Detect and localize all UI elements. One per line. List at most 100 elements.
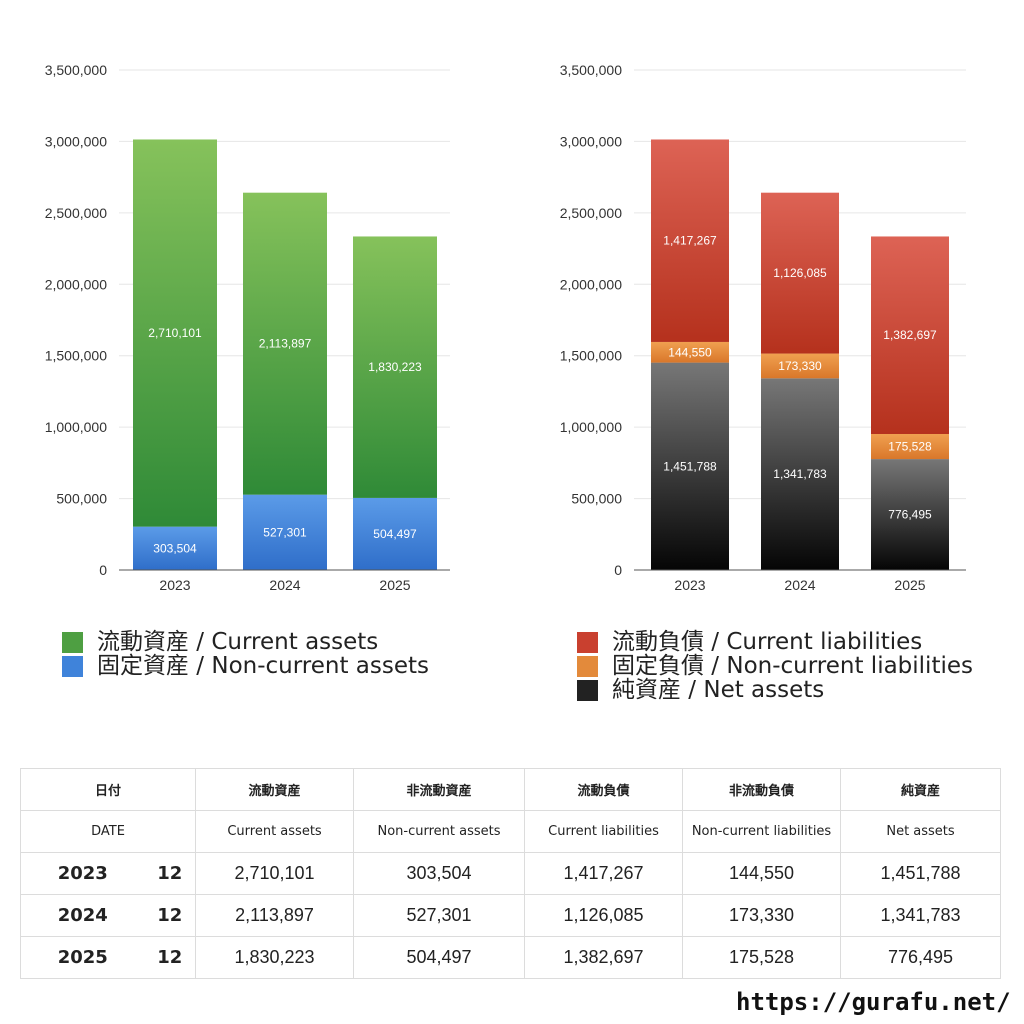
cell-non-current-assets: 527,301 [353, 894, 526, 937]
y-tick-label: 0 [99, 562, 107, 578]
table-header-row-ja: 日付 流動資産 非流動資産 流動負債 非流動負債 純資産 [19, 768, 1002, 811]
y-tick-label: 1,000,000 [560, 419, 622, 435]
cell-non-current-assets: 504,497 [353, 936, 526, 979]
cell-non-current-liabilities: 173,330 [682, 894, 842, 937]
bar-segment [243, 494, 327, 570]
data-label: 1,830,223 [368, 360, 422, 374]
table-row: 2023 12 2,710,101 303,504 1,417,267 144,… [20, 852, 1002, 895]
row-year: 2025 [20, 936, 145, 979]
header-net-assets-en: Net assets [840, 810, 1002, 853]
bar-segment [651, 341, 729, 363]
y-tick-label: 3,500,000 [560, 62, 622, 78]
data-label: 776,495 [888, 508, 932, 522]
row-year: 2023 [20, 852, 145, 895]
bar-segment [871, 459, 949, 570]
legend-swatch [577, 655, 598, 677]
charts-area: 0 500,000 1,000,000 1,500,000 2,000,000 2,500… [45, 62, 966, 593]
legend-swatch [577, 679, 598, 701]
header-non-current-assets-ja: 非流動資産 [353, 768, 526, 811]
liabilities-legend: 流動負債 / Current liabilities 固定負債 / Non-cu… [577, 630, 973, 702]
row-year: 2024 [20, 894, 145, 937]
bar-segment [761, 378, 839, 570]
y-tick-label: 500,000 [56, 491, 107, 507]
x-tick-label: 2024 [784, 577, 815, 593]
data-label: 2,113,897 [259, 337, 312, 351]
site-url-link[interactable]: https://gurafu.net/ [736, 988, 1011, 1016]
data-label: 2,710,101 [148, 326, 202, 340]
cell-net-assets: 776,495 [840, 936, 1002, 979]
bar-segment [871, 236, 949, 434]
row-month: 12 [144, 894, 197, 937]
table-row: 2024 12 2,113,897 527,301 1,126,085 173,… [20, 894, 1002, 937]
data-label: 173,330 [778, 359, 822, 373]
legend-label: 固定資産 / Non-current assets [97, 653, 430, 679]
data-label: 175,528 [888, 440, 932, 454]
legend-item-current-liabilities: 流動負債 / Current liabilities [577, 630, 973, 654]
bar-segment [243, 192, 327, 495]
header-date-ja: 日付 [19, 768, 197, 811]
y-tick-label: 2,000,000 [560, 276, 622, 292]
bar-segment [871, 433, 949, 460]
header-current-liabilities-ja: 流動負債 [524, 768, 684, 811]
y-tick-label: 1,500,000 [45, 348, 107, 364]
legend-item-current-assets: 流動資産 / Current assets [62, 630, 429, 654]
cell-non-current-assets: 303,504 [353, 852, 526, 895]
legend-swatch [62, 655, 83, 677]
x-tick-label: 2024 [269, 577, 300, 593]
header-date-en: DATE [19, 810, 197, 853]
row-month: 12 [144, 936, 197, 979]
bar-segment [133, 526, 217, 570]
x-tick-label: 2025 [894, 577, 925, 593]
legend-item-net-assets: 純資産 / Net assets [577, 678, 973, 702]
y-tick-label: 3,000,000 [45, 133, 107, 149]
data-label: 1,341,783 [773, 467, 827, 481]
assets-stacked-bar-chart: 0 500,000 1,000,000 1,500,000 2,000,000 2,500… [45, 62, 450, 593]
data-label: 144,550 [668, 345, 712, 359]
x-tick-label: 2023 [159, 577, 190, 593]
cell-current-liabilities: 1,382,697 [524, 936, 684, 979]
legend-swatch [62, 631, 83, 653]
y-tick-label: 500,000 [571, 491, 622, 507]
legend-item-non-current-liabilities: 固定負債 / Non-current liabilities [577, 654, 973, 678]
bar-segment [651, 362, 729, 570]
data-label: 303,504 [153, 541, 197, 555]
data-label: 504,497 [373, 527, 417, 541]
bar-segment [133, 139, 217, 527]
legend-label: 流動資産 / Current assets [97, 629, 379, 655]
cell-current-liabilities: 1,417,267 [524, 852, 684, 895]
y-tick-label: 1,000,000 [45, 419, 107, 435]
bar-segment [353, 497, 437, 570]
row-month: 12 [144, 852, 197, 895]
legend-item-non-current-assets: 固定資産 / Non-current assets [62, 654, 429, 678]
legend-label: 流動負債 / Current liabilities [612, 629, 923, 655]
bar-segment [761, 192, 839, 354]
header-current-liabilities-en: Current liabilities [524, 810, 684, 853]
data-label: 1,382,697 [883, 328, 937, 342]
x-tick-label: 2025 [379, 577, 410, 593]
assets-legend: 流動資産 / Current assets 固定資産 / Non-current… [62, 630, 429, 678]
y-tick-label: 2,500,000 [560, 205, 622, 221]
bar-segment [353, 236, 437, 498]
cell-non-current-liabilities: 175,528 [682, 936, 842, 979]
header-non-current-assets-en: Non-current assets [353, 810, 526, 853]
financial-data-table: 日付 流動資産 非流動資産 流動負債 非流動負債 純資産 DATE Curren… [19, 768, 1002, 979]
data-label: 1,126,085 [773, 266, 827, 280]
cell-current-assets: 2,710,101 [195, 852, 355, 895]
y-tick-label: 3,500,000 [45, 62, 107, 78]
y-tick-label: 2,000,000 [45, 276, 107, 292]
header-current-assets-en: Current assets [195, 810, 355, 853]
y-tick-label: 3,000,000 [560, 133, 622, 149]
bar-segment [761, 353, 839, 379]
cell-current-assets: 1,830,223 [195, 936, 355, 979]
legend-label: 固定負債 / Non-current liabilities [612, 653, 973, 679]
table-row: 2025 12 1,830,223 504,497 1,382,697 175,… [20, 936, 1002, 979]
y-tick-label: 2,500,000 [45, 205, 107, 221]
data-label: 527,301 [263, 525, 307, 539]
x-tick-label: 2023 [674, 577, 705, 593]
cell-non-current-liabilities: 144,550 [682, 852, 842, 895]
cell-net-assets: 1,451,788 [840, 852, 1002, 895]
y-tick-label: 1,500,000 [560, 348, 622, 364]
header-current-assets-ja: 流動資産 [195, 768, 355, 811]
liabilities-net-assets-stacked-bar-chart: 0 500,000 1,000,000 1,500,000 2,000,000 2,500… [560, 62, 966, 593]
header-non-current-liabilities-en: Non-current liabilities [682, 810, 842, 853]
